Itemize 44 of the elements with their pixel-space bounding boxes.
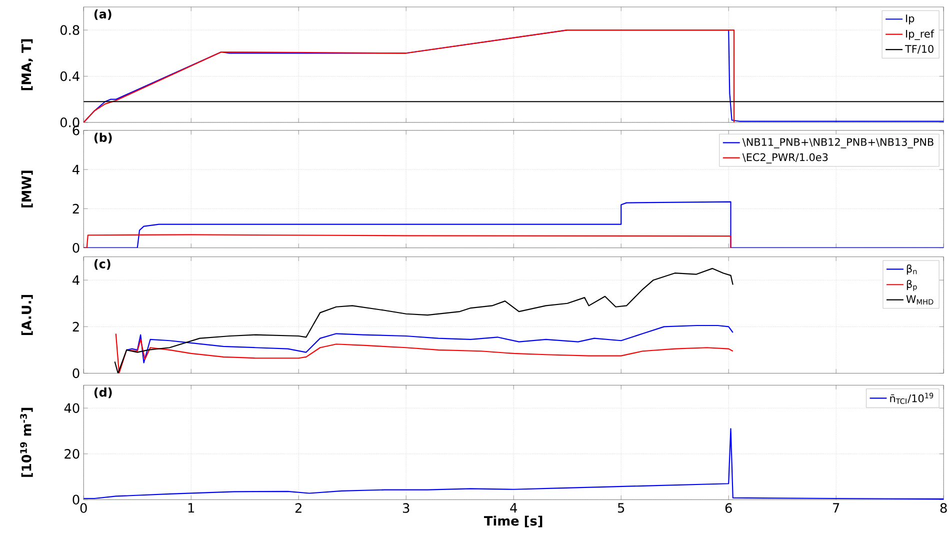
y-axis-title: [10$^{19}$ m$^{-3}$]: [20, 408, 33, 477]
y-tick-label: 0: [72, 368, 80, 378]
legend-label: β$_{n}$: [906, 264, 917, 274]
legend-label: W$_{MHD}$: [906, 295, 934, 304]
x-tick-label: 2: [295, 502, 302, 512]
x-tick-label: 3: [402, 502, 410, 513]
x-axis-title: Time [s]: [484, 516, 542, 527]
annotation: (a): [94, 9, 112, 20]
y-tick-label: 0: [72, 242, 80, 252]
annotation: (b): [94, 132, 112, 144]
line-series: [115, 332, 734, 374]
y-tick-label: 2: [72, 322, 79, 332]
x-tick-label: 0: [80, 502, 87, 513]
y-tick-label: 2: [72, 204, 79, 214]
y-tick-label: 20: [64, 448, 80, 459]
x-tick-label: 7: [833, 502, 840, 512]
y-tick-label: 4: [72, 164, 80, 174]
y-tick-label: 40: [64, 402, 80, 413]
legend-label: β$_{p}$: [906, 280, 917, 291]
y-tick-label: 0: [72, 494, 80, 504]
line-series: [84, 234, 732, 248]
line-series: [114, 268, 734, 374]
legend-label: Ip: [906, 14, 914, 24]
legend-label: Ip_ref: [906, 29, 934, 40]
legend-label: \NB11_PNB+\NB12_PNB+\NB13_PNB: [742, 138, 934, 148]
legend-label: \EC2_PWR/1.0e3: [742, 153, 828, 164]
x-tick-label: 1: [188, 502, 194, 512]
x-tick-label: 8: [940, 502, 947, 513]
y-tick-label: 0.0: [60, 117, 80, 128]
x-tick-label: 4: [510, 502, 517, 512]
legend-label: n̄$_{TCI}$/10$^{19}$: [890, 392, 934, 404]
y-axis-title: [A.U.]: [21, 294, 33, 335]
y-tick-label: 0.4: [60, 71, 80, 81]
y-axis-title: [MW]: [21, 170, 33, 208]
y-axis-title: [MA, T]: [21, 39, 33, 90]
annotation: (c): [94, 258, 110, 270]
x-tick-label: 5: [618, 502, 624, 513]
x-tick-label: 6: [725, 502, 732, 513]
legend-label: TF/10: [904, 44, 934, 54]
y-tick-label: 0.8: [60, 24, 80, 35]
line-series: [84, 29, 735, 122]
line-series: [126, 324, 734, 364]
y-tick-label: 4: [72, 275, 80, 285]
annotation: (d): [94, 387, 112, 398]
